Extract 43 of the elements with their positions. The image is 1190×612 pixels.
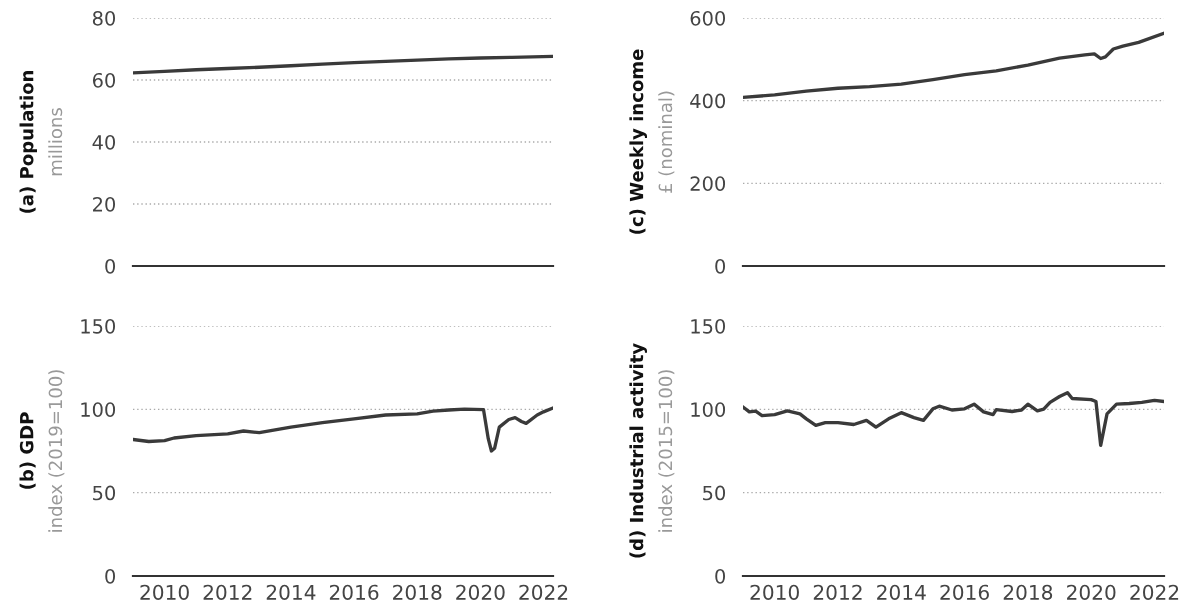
y-tick-label: 100	[691, 402, 726, 417]
y-tick-label: 600	[690, 10, 726, 26]
x-tick-label: 2012	[203, 584, 252, 600]
x-tick-label: 2012	[813, 584, 862, 600]
y-tick-label: 0	[105, 258, 116, 274]
x-tick-label: 2018	[393, 584, 442, 600]
line-series	[743, 391, 1164, 447]
x-tick-label: 2014	[266, 584, 316, 600]
x-tick-label: 2016	[329, 584, 379, 600]
y-tick-label: 20	[93, 196, 116, 212]
line-series	[133, 406, 553, 453]
y-tick-label: 200	[690, 176, 726, 191]
y-tick-label: 0	[105, 568, 116, 584]
x-tick-label: 2020	[1067, 584, 1116, 600]
y-tick-label: 0	[715, 258, 726, 274]
y-tick-label: 50	[93, 485, 116, 501]
x-tick-label: 2010	[140, 584, 189, 600]
y-tick-label: 150	[81, 318, 116, 334]
y-tick-label: 40	[92, 134, 116, 150]
y-tick-label: 50	[703, 485, 726, 501]
y-axis-title: (d) Industrial activity	[629, 343, 647, 558]
y-tick-label: 400	[690, 93, 726, 109]
x-tick-label: 2018	[1003, 584, 1053, 600]
y-axis-title: (a) Population	[19, 70, 37, 213]
y-tick-label: 150	[691, 318, 726, 334]
y-axis-title: (c) Weekly income	[629, 49, 647, 234]
x-tick-label: 2014	[877, 584, 926, 600]
y-axis-title: (b) GDP	[19, 412, 36, 489]
x-tick-label: 2022	[519, 584, 568, 600]
x-tick-label: 2020	[456, 584, 505, 600]
text: £ (nominal)	[658, 91, 675, 193]
x-tick-label: 2022	[1130, 584, 1179, 600]
text: index (2019=100)	[48, 370, 65, 532]
line-series	[743, 31, 1164, 100]
text: millions	[48, 108, 63, 176]
y-tick-label: 100	[81, 402, 116, 417]
line-series	[133, 54, 553, 75]
y-tick-label: 80	[92, 10, 116, 26]
x-tick-label: 2016	[940, 584, 989, 600]
y-tick-label: 0	[715, 568, 726, 584]
y-tick-label: 60	[92, 72, 116, 88]
x-tick-label: 2010	[750, 584, 799, 600]
text: index (2015=100)	[658, 370, 675, 532]
